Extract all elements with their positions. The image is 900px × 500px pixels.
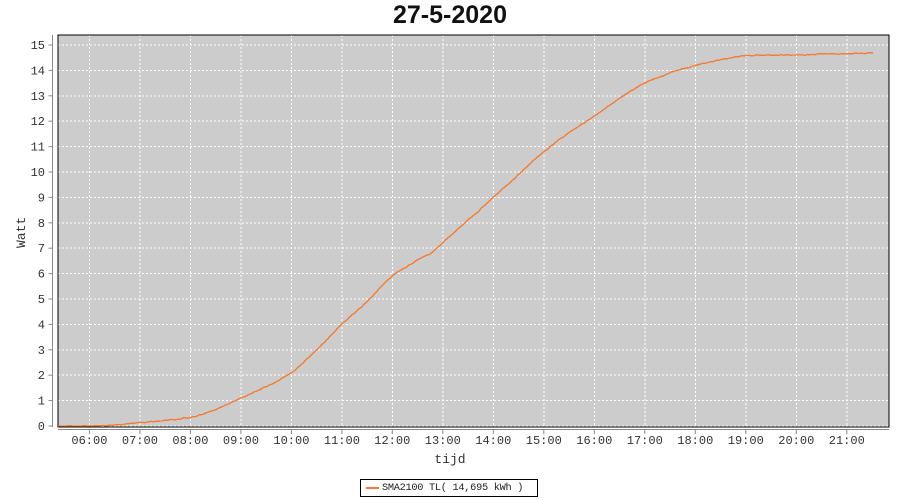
svg-text:14: 14 — [31, 64, 45, 78]
svg-text:19:00: 19:00 — [728, 434, 764, 448]
svg-text:11:00: 11:00 — [324, 434, 360, 448]
svg-text:8: 8 — [38, 217, 45, 231]
svg-text:09:00: 09:00 — [223, 434, 259, 448]
svg-text:11: 11 — [31, 141, 45, 155]
svg-text:13: 13 — [31, 90, 45, 104]
svg-text:2: 2 — [38, 369, 45, 383]
svg-text:18:00: 18:00 — [677, 434, 713, 448]
svg-text:07:00: 07:00 — [122, 434, 158, 448]
svg-text:21:00: 21:00 — [829, 434, 865, 448]
svg-text:20:00: 20:00 — [778, 434, 814, 448]
svg-text:0: 0 — [38, 420, 45, 434]
svg-text:12:00: 12:00 — [374, 434, 410, 448]
svg-text:10:00: 10:00 — [273, 434, 309, 448]
svg-text:3: 3 — [38, 344, 45, 358]
svg-text:4: 4 — [38, 318, 45, 332]
svg-text:5: 5 — [38, 293, 45, 307]
svg-text:12: 12 — [31, 115, 45, 129]
svg-text:14:00: 14:00 — [475, 434, 511, 448]
svg-text:15: 15 — [31, 39, 45, 53]
svg-text:15:00: 15:00 — [526, 434, 562, 448]
svg-text:13:00: 13:00 — [425, 434, 461, 448]
svg-text:7: 7 — [38, 242, 45, 256]
svg-text:06:00: 06:00 — [71, 434, 107, 448]
svg-text:08:00: 08:00 — [172, 434, 208, 448]
svg-text:16:00: 16:00 — [576, 434, 612, 448]
svg-text:9: 9 — [38, 191, 45, 205]
svg-text:17:00: 17:00 — [627, 434, 663, 448]
svg-text:10: 10 — [31, 166, 45, 180]
svg-text:1: 1 — [38, 395, 45, 409]
svg-text:6: 6 — [38, 268, 45, 282]
